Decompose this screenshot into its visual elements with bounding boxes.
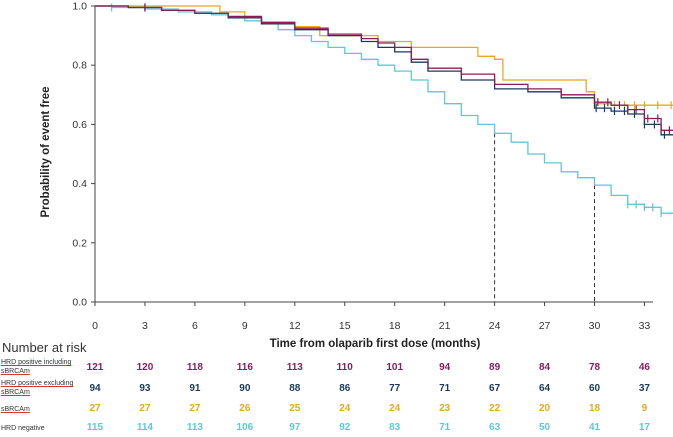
risk-value: 116 [236,362,253,373]
risk-value: 121 [86,362,104,373]
risk-value: 26 [239,403,251,414]
risk-value: 120 [136,362,154,373]
risk-value: 97 [289,422,301,433]
chart-plot-area [95,3,673,302]
risk-row-label-line: HRD positive including [1,359,72,366]
risk-value: 110 [336,362,353,373]
risk-row-label: sBRCAm [1,405,95,414]
km-curve-hrd-negative [95,5,673,214]
risk-value: 88 [289,383,301,394]
risk-value: 9 [641,403,648,414]
x-tick-label: 0 [92,320,98,332]
risk-row-label-line: HRD positive excluding [1,380,74,387]
risk-value: 23 [439,403,451,414]
risk-value: 27 [89,403,101,414]
risk-row-label-line: sBRCAm [1,389,30,396]
risk-value: 106 [236,422,254,433]
risk-value: 71 [439,422,451,433]
y-axis-label: Probability of event free [40,86,52,217]
risk-value: 60 [588,383,601,394]
y-tick-label: 0.2 [72,237,87,249]
x-tick-label: 6 [192,320,198,332]
x-tick-label: 30 [589,320,601,332]
y-tick-label: 0.0 [72,297,87,309]
risk-row: 11511411310697928371635041178 [0,422,673,436]
risk-value: 78 [588,362,601,373]
risk-value: 77 [389,383,401,394]
risk-value: 84 [538,362,551,373]
y-tick-label: 0.8 [72,60,87,72]
risk-value: 94 [439,362,451,373]
y-tick-label: 1.0 [72,1,87,13]
risk-value: 41 [588,422,601,433]
chart-axes: 0.00.20.40.60.81.00369121518212427303336 [72,1,653,332]
risk-value: 24 [339,403,351,414]
risk-table-title: Number at risk [2,340,87,355]
x-tick-label: 15 [339,320,351,332]
risk-row-label: HRD positive including sBRCAm [1,358,95,376]
risk-value: 113 [286,362,303,373]
x-tick-label: 12 [289,320,301,332]
risk-value: 101 [386,362,404,373]
risk-value: 50 [538,422,551,433]
risk-value: 89 [489,362,501,373]
x-tick-label: 3 [142,320,148,332]
risk-value: 92 [339,422,351,433]
km-curve-sbrcam [95,5,673,106]
risk-row-label: HRD negative [1,424,95,433]
risk-value: 90 [239,383,251,394]
risk-value: 86 [339,383,351,394]
risk-value: 37 [638,383,650,394]
x-tick-label: 24 [489,320,501,332]
risk-value: 24 [389,403,401,414]
risk-row: 272727262524242322201893 [0,403,673,417]
risk-value: 118 [186,362,203,373]
risk-value: 27 [189,403,201,414]
y-tick-label: 0.6 [72,119,87,131]
km-curve-hrd-positive-including-sbrcam [95,5,673,131]
risk-value: 25 [289,403,301,414]
risk-value: 113 [186,422,203,433]
risk-value: 18 [588,403,601,414]
x-tick-label: 18 [389,320,401,332]
risk-row-label: HRD positive excluding sBRCAm [1,379,95,397]
x-tick-label: 21 [439,320,451,332]
risk-value: 115 [86,422,104,433]
x-tick-label: 33 [639,320,651,332]
risk-value: 67 [489,383,501,394]
risk-row-label-line: sBRCAm [1,406,30,413]
risk-value: 20 [538,403,551,414]
risk-value: 22 [489,403,501,414]
risk-value: 17 [638,422,650,433]
risk-row: 121120118116113110101948984784617 [0,362,673,376]
risk-value: 94 [89,383,101,394]
risk-value: 64 [538,383,551,394]
risk-value: 27 [139,403,151,414]
risk-value: 91 [189,383,201,394]
y-tick-label: 0.4 [72,178,87,190]
x-axis-label: Time from olaparib first dose (months) [270,338,481,350]
x-tick-label: 9 [242,320,248,332]
risk-value: 63 [489,422,501,433]
risk-value: 71 [439,383,451,394]
x-tick-label: 27 [539,320,551,332]
risk-value: 83 [389,422,401,433]
risk-value: 46 [638,362,650,373]
risk-row: 94939190888677716764603714 [0,383,673,397]
risk-row-label-line: sBRCAm [1,368,30,375]
risk-value: 93 [139,383,151,394]
risk-row-label-line: HRD negative [1,425,45,432]
risk-value: 114 [136,422,153,433]
